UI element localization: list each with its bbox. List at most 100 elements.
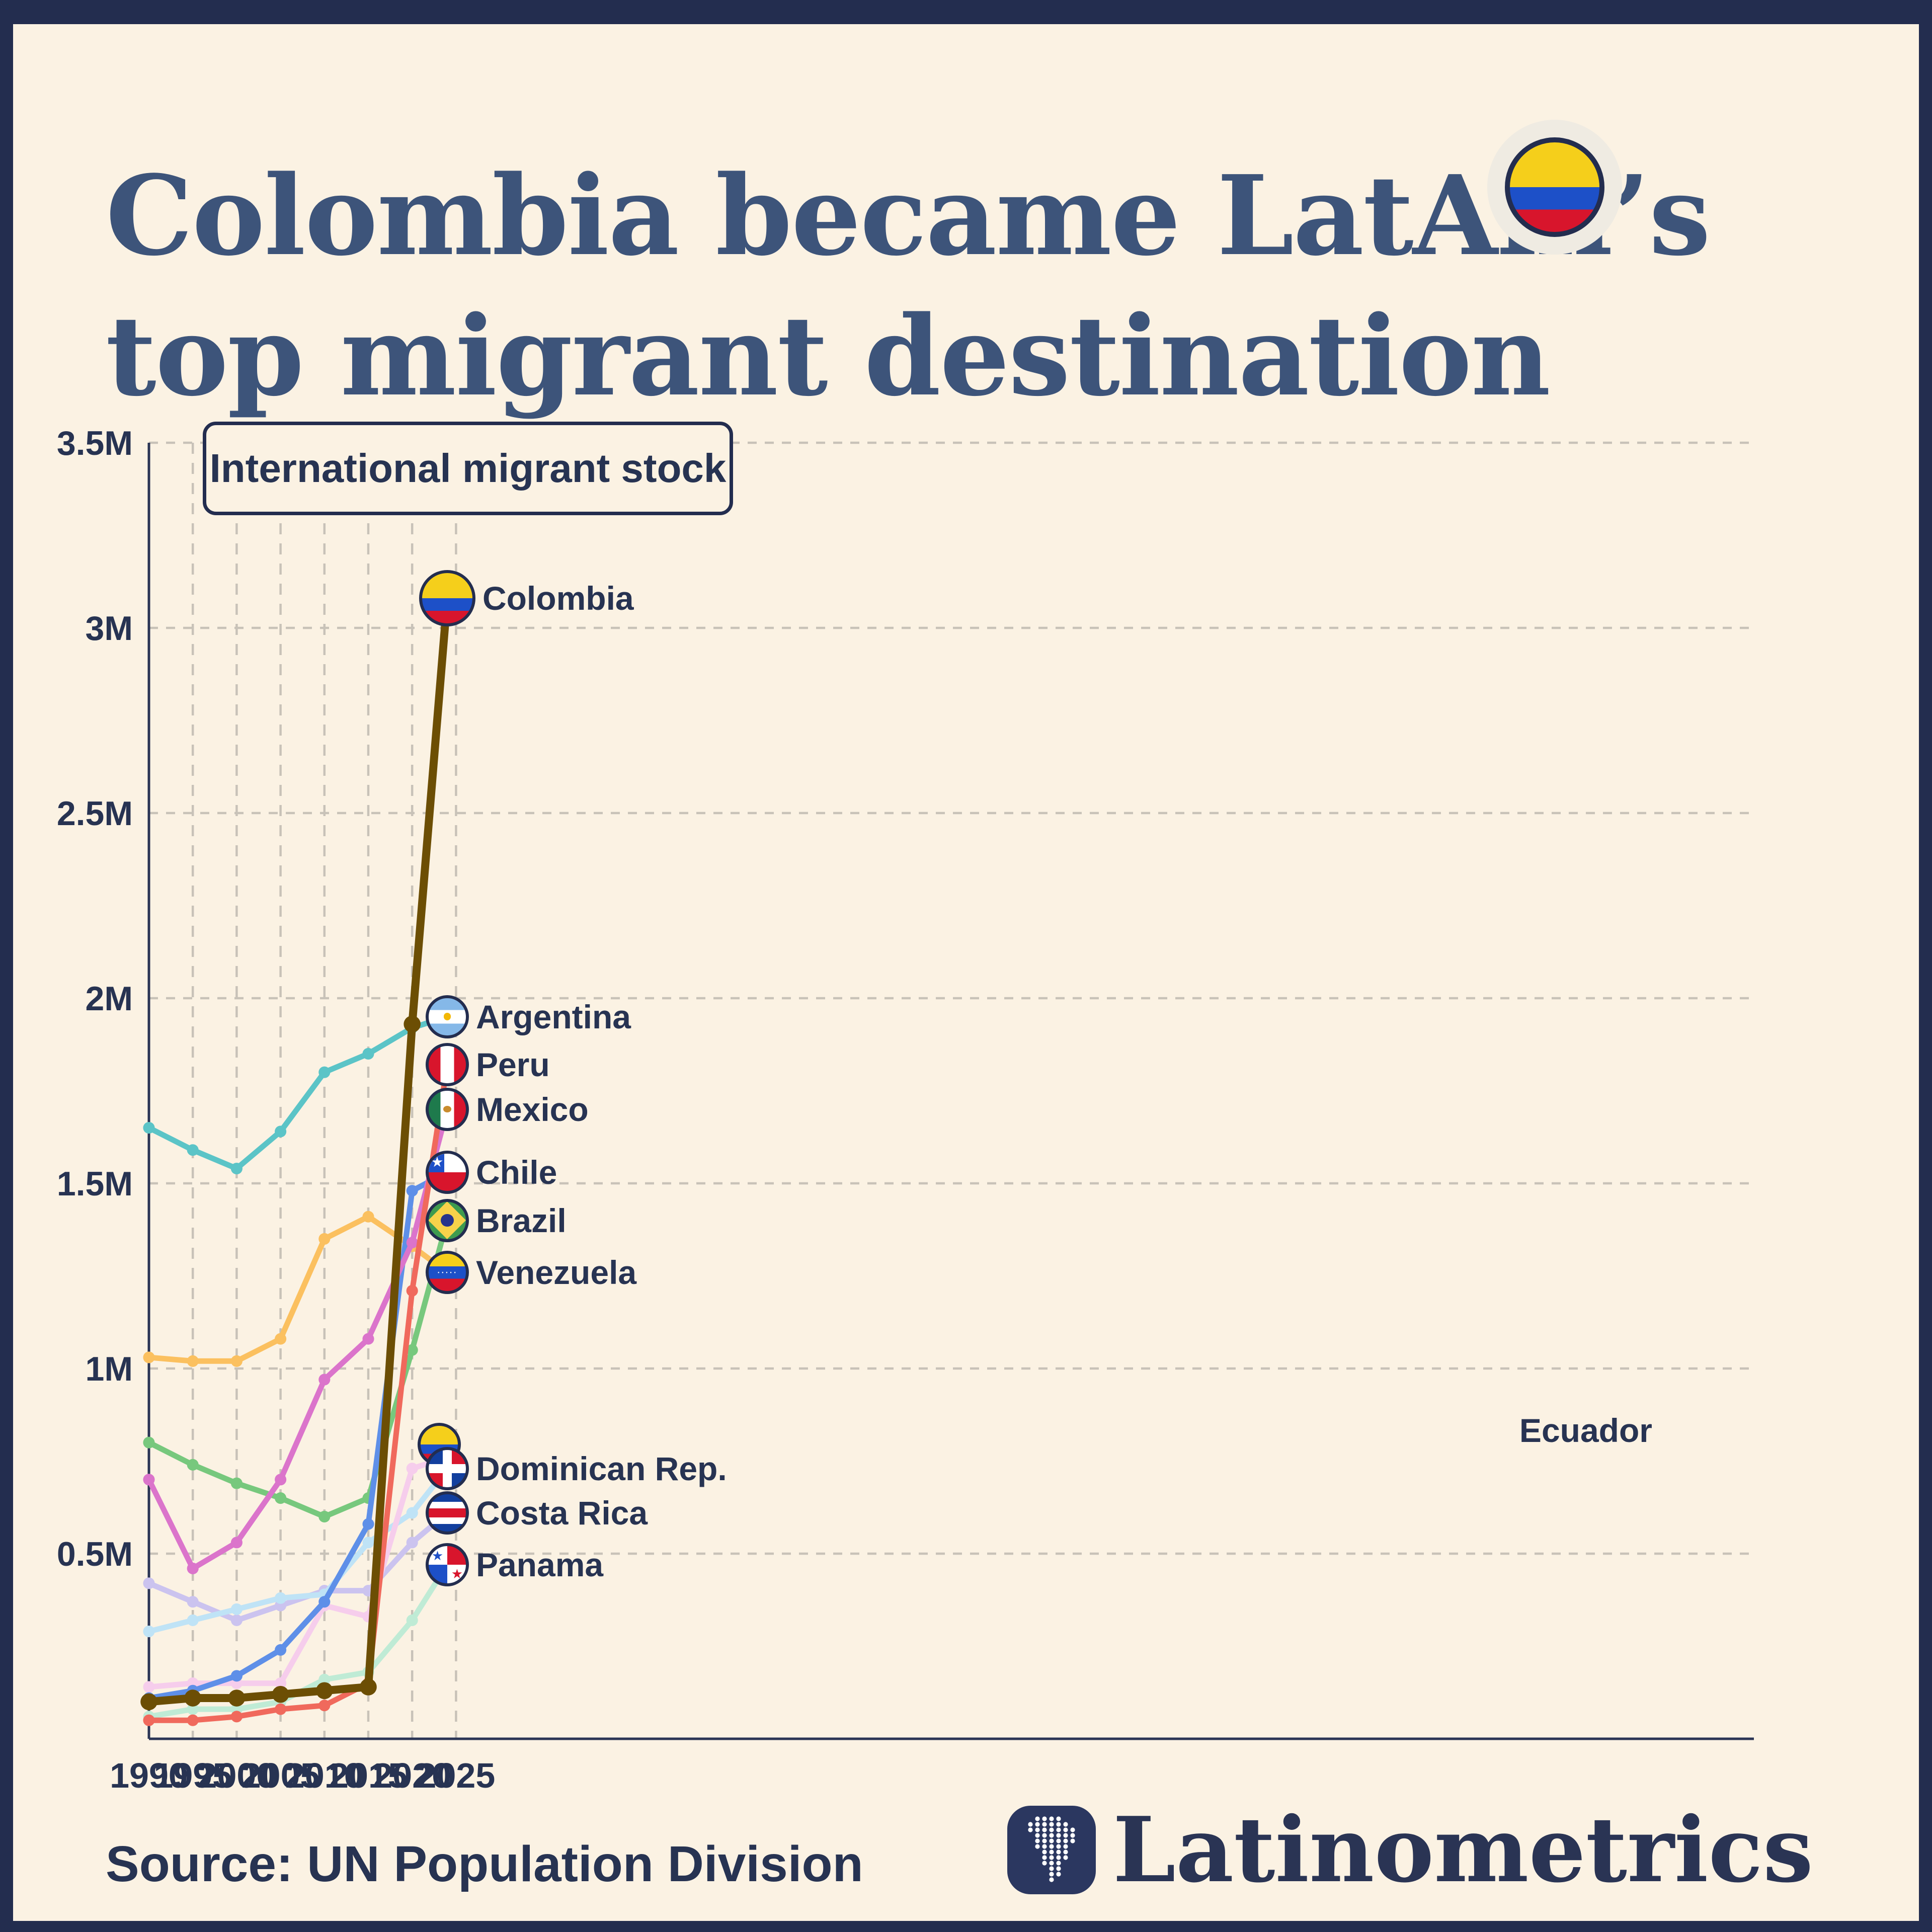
data-point-argentina (230, 1163, 243, 1175)
data-point-mexico (187, 1562, 199, 1574)
chile-flag-icon (425, 1150, 469, 1194)
y-tick-label: 1.5M (57, 1165, 133, 1203)
data-point-peru (275, 1703, 287, 1715)
y-tick-label: 1M (86, 1350, 133, 1388)
panama-flag-icon (425, 1543, 469, 1587)
data-point-brazil (143, 1436, 155, 1448)
data-point-venezuela (275, 1333, 287, 1345)
data-point-panama (187, 1703, 199, 1715)
page-title: Colombia became LatAm’s top migrant dest… (106, 151, 1711, 421)
data-point-ecuador (275, 1677, 287, 1689)
data-point-colombia (228, 1689, 246, 1707)
x-tick-label: 2015 (329, 1756, 408, 1795)
data-point-dominican (143, 1626, 155, 1638)
series-label-colombia: Colombia (482, 580, 634, 617)
data-point-peru (143, 1714, 155, 1726)
x-tick-label: 2000 (198, 1756, 276, 1795)
data-point-dominican (362, 1537, 374, 1549)
data-point-venezuela (187, 1355, 199, 1367)
x-tick-label: 1990 (110, 1756, 188, 1795)
data-point-brazil (318, 1510, 331, 1522)
mexico-flag-icon (425, 1087, 469, 1131)
y-tick-label: 2.5M (57, 794, 133, 833)
latinometrics-logo: Latinometrics (1007, 1805, 1813, 1895)
series-label-chile: Chile (475, 1153, 557, 1191)
x-tick-label: 2020 (373, 1756, 451, 1795)
data-point-panama (406, 1614, 418, 1627)
data-point-costarica (230, 1614, 243, 1627)
data-point-costarica (406, 1537, 418, 1549)
latinometrics-logo-icon (1007, 1806, 1096, 1894)
data-point-mexico (230, 1537, 243, 1549)
series-label-argentina: Argentina (475, 998, 631, 1035)
x-tick-label: 2005 (242, 1756, 320, 1795)
data-point-argentina (143, 1122, 155, 1134)
y-tick-label: 3M (86, 609, 133, 648)
data-point-brazil (406, 1344, 418, 1356)
data-point-chile (275, 1644, 287, 1656)
data-point-argentina (362, 1048, 374, 1060)
brand-wordmark: Latinometrics (1112, 1797, 1813, 1902)
data-point-peru (318, 1700, 331, 1712)
data-point-chile (406, 1185, 418, 1197)
series-line-dominican (146, 1466, 450, 1635)
data-point-mexico (406, 1237, 418, 1249)
data-point-peru (187, 1714, 199, 1726)
series-line-peru (146, 1062, 450, 1723)
y-tick-label: 0.5M (57, 1535, 133, 1573)
series-label-venezuela: Venezuela (475, 1253, 637, 1291)
data-point-mexico (275, 1474, 287, 1486)
data-point-mexico (143, 1474, 155, 1486)
chart-note-box: International migrant stock (203, 422, 733, 515)
data-point-colombia (272, 1685, 289, 1703)
data-point-venezuela (362, 1211, 374, 1223)
x-tick-label: 2010 (285, 1756, 364, 1795)
data-point-peru (406, 1284, 418, 1297)
data-point-brazil (275, 1492, 287, 1504)
data-point-chile (318, 1596, 331, 1608)
data-point-argentina (318, 1066, 331, 1078)
data-point-colombia (360, 1678, 377, 1696)
panel-background: Colombia became LatAm’s top migrant dest… (13, 24, 1919, 1921)
series-labels-layer: Colombia Argentina Peru Mexico Chile Brazil Ve… (13, 24, 1932, 1932)
y-tick-label: 3.5M (57, 424, 133, 462)
data-point-costarica (143, 1577, 155, 1589)
data-point-ecuador (143, 1681, 155, 1693)
series-line-ecuador (146, 1455, 450, 1690)
data-point-venezuela (143, 1351, 155, 1363)
series-label-costarica: Costa Rica (475, 1494, 648, 1532)
series-label-dominican: Dominican Rep. (475, 1450, 727, 1487)
data-point-chile (362, 1518, 374, 1530)
line-chart: 0.5M1M1.5M2M2.5M3M3.5M199019952000200520… (57, 424, 1754, 1795)
data-point-dominican (230, 1603, 243, 1615)
data-point-colombia (316, 1682, 333, 1700)
data-point-colombia (184, 1689, 202, 1707)
source-caption: Source: UN Population Division (106, 1836, 863, 1892)
x-tick-label: 2025 (417, 1756, 496, 1795)
brazil-flag-icon (425, 1198, 469, 1242)
colombia-flag-badge (1487, 120, 1622, 255)
colombia-flag-icon (1505, 137, 1604, 237)
costa-rica-flag-icon (425, 1491, 469, 1535)
data-point-venezuela (318, 1233, 331, 1245)
data-point-dominican (275, 1592, 287, 1604)
data-point-argentina (187, 1144, 199, 1156)
data-point-dominican (187, 1614, 199, 1627)
series-label-mexico: Mexico (475, 1090, 589, 1128)
data-point-mexico (362, 1333, 374, 1345)
argentina-flag-icon (425, 995, 469, 1038)
series-line-mexico (146, 1106, 450, 1571)
series-line-argentina (146, 1014, 450, 1172)
data-point-mexico (318, 1374, 331, 1386)
series-label-peru: Peru (475, 1046, 550, 1084)
data-point-panama (318, 1673, 331, 1685)
y-tick-label: 2M (86, 980, 133, 1018)
x-tick-label: 1995 (153, 1756, 232, 1795)
data-point-peru (230, 1711, 243, 1723)
dominican-republic-flag-icon (425, 1446, 469, 1490)
data-point-venezuela (230, 1355, 243, 1367)
venezuela-flag-icon (425, 1250, 469, 1294)
series-label-panama: Panama (475, 1546, 604, 1584)
data-point-chile (230, 1670, 243, 1682)
